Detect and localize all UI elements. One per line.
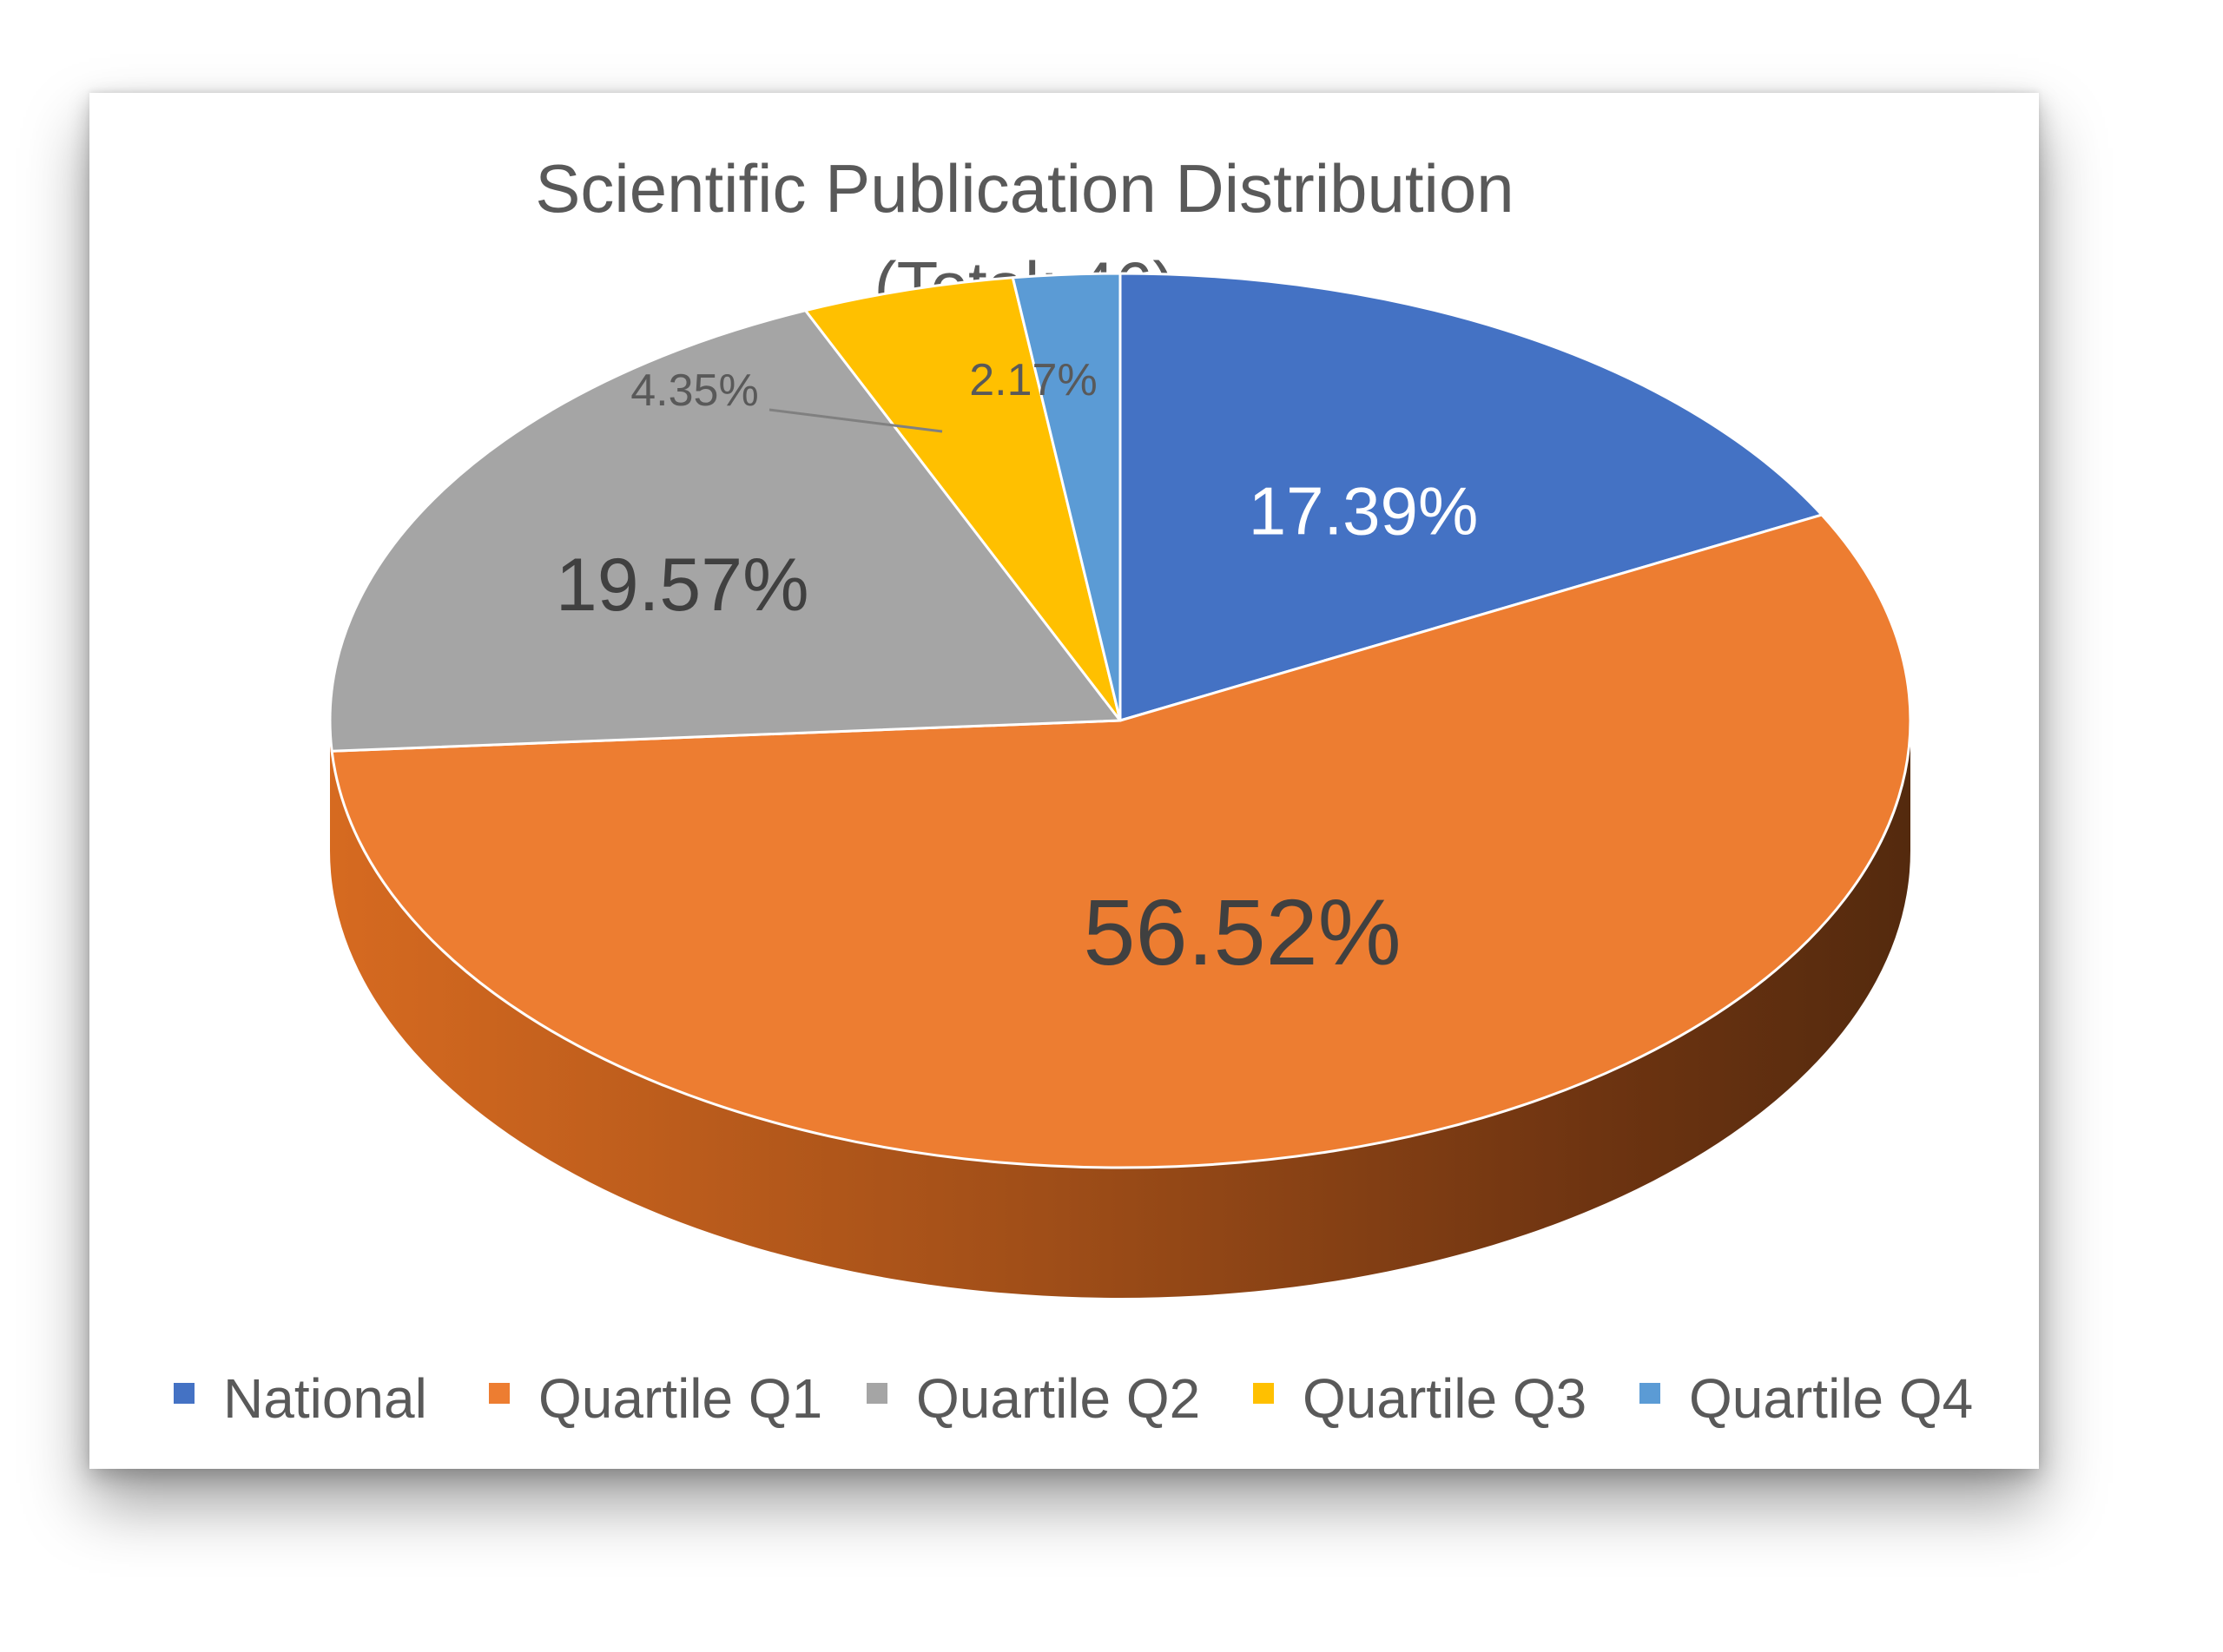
legend-item-national: National: [174, 1367, 427, 1430]
legend-label-quartile-q2: Quartile Q2: [916, 1367, 1200, 1430]
legend-swatch-quartile-q4: [1639, 1383, 1660, 1404]
legend-label-quartile-q3: Quartile Q3: [1303, 1367, 1586, 1430]
chart-title: Scientific Publication Distribution: [535, 150, 1514, 227]
pie-side-wall: [330, 721, 1910, 1298]
pie-slices: [328, 272, 1912, 1169]
legend-swatch-quartile-q3: [1253, 1383, 1274, 1404]
pie-slice-national: [1118, 272, 1824, 722]
data-label-national: 17.39%: [1249, 472, 1479, 549]
data-label-quartile-q1: 56.52%: [1083, 879, 1401, 984]
legend-item-quartile-q4: Quartile Q4: [1639, 1367, 1973, 1430]
legend-item-quartile-q2: Quartile Q2: [867, 1367, 1200, 1430]
pie-side-wall-surface: [330, 721, 1910, 1298]
legend-label-quartile-q1: Quartile Q1: [538, 1367, 822, 1430]
leader-line-quartile-q3: [768, 408, 943, 433]
pie-data-labels: 17.39% 56.52% 19.57% 4.35% 2.17%: [556, 355, 1478, 984]
legend-label-quartile-q4: Quartile Q4: [1689, 1367, 1973, 1430]
legend: National Quartile Q1 Quartile Q2 Quartile Q…: [174, 1367, 1973, 1430]
pie-slice-quartile-q1: [330, 513, 1912, 1169]
legend-item-quartile-q1: Quartile Q1: [489, 1367, 822, 1430]
pie-slice-quartile-q3: [804, 276, 1122, 722]
pie-slice-quartile-q2: [328, 309, 1122, 753]
data-label-quartile-q4: 2.17%: [969, 355, 1097, 405]
legend-label-national: National: [223, 1367, 427, 1430]
data-label-quartile-q3: 4.35%: [630, 365, 758, 416]
legend-swatch-quartile-q2: [867, 1383, 887, 1404]
pie-slice-quartile-q4: [1011, 272, 1122, 722]
legend-swatch-national: [174, 1383, 195, 1404]
legend-swatch-quartile-q1: [489, 1383, 510, 1404]
legend-item-quartile-q3: Quartile Q3: [1253, 1367, 1586, 1430]
data-label-quartile-q2: 19.57%: [556, 543, 809, 627]
